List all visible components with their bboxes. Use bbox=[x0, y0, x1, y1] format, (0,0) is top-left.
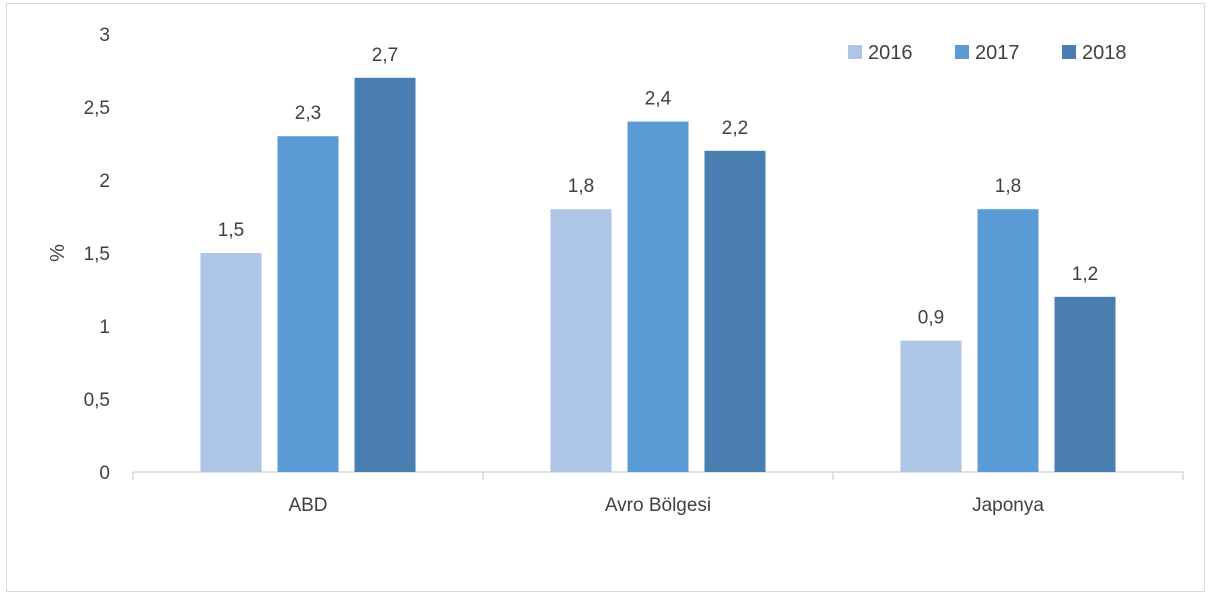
legend-label: 2018 bbox=[1082, 42, 1127, 64]
y-tick-label: 0,5 bbox=[84, 390, 110, 411]
bar-2017-1 bbox=[277, 136, 339, 472]
bar-2016-1 bbox=[200, 253, 262, 472]
x-category-label: Avro Bölgesi bbox=[605, 495, 711, 516]
legend-swatch-2018 bbox=[1062, 45, 1076, 59]
bar-2017-2 bbox=[627, 121, 689, 472]
data-label: 1,2 bbox=[1072, 264, 1098, 285]
bar-2016-2 bbox=[550, 209, 612, 472]
data-label: 2,7 bbox=[372, 45, 398, 66]
x-category-label: ABD bbox=[288, 495, 327, 516]
data-label: 0,9 bbox=[918, 308, 944, 329]
data-label: 1,8 bbox=[995, 176, 1021, 197]
x-category-label: Japonya bbox=[972, 495, 1044, 516]
bar-2016-3 bbox=[900, 340, 962, 472]
y-tick-label: 3 bbox=[99, 25, 110, 46]
y-tick-label: 2,5 bbox=[84, 98, 110, 119]
legend-swatch-2017 bbox=[955, 45, 969, 59]
data-label: 1,8 bbox=[568, 176, 594, 197]
y-axis-label: % bbox=[47, 244, 69, 262]
y-tick-label: 1 bbox=[99, 317, 110, 338]
bar-2018-2 bbox=[704, 150, 766, 473]
y-tick-label: 2 bbox=[99, 171, 110, 192]
y-tick-label: 0 bbox=[99, 463, 110, 484]
y-tick-label: 1,5 bbox=[84, 244, 110, 265]
data-label: 2,3 bbox=[295, 103, 321, 124]
bar-2018-3 bbox=[1054, 296, 1116, 472]
data-label: 2,4 bbox=[645, 89, 672, 110]
legend-label: 2016 bbox=[868, 42, 913, 64]
bar-2018-1 bbox=[354, 77, 416, 473]
data-label: 1,5 bbox=[218, 220, 244, 241]
legend-swatch-2016 bbox=[848, 45, 862, 59]
legend-label: 2017 bbox=[975, 42, 1020, 64]
bar-2017-3 bbox=[977, 209, 1039, 472]
data-label: 2,2 bbox=[722, 118, 748, 139]
